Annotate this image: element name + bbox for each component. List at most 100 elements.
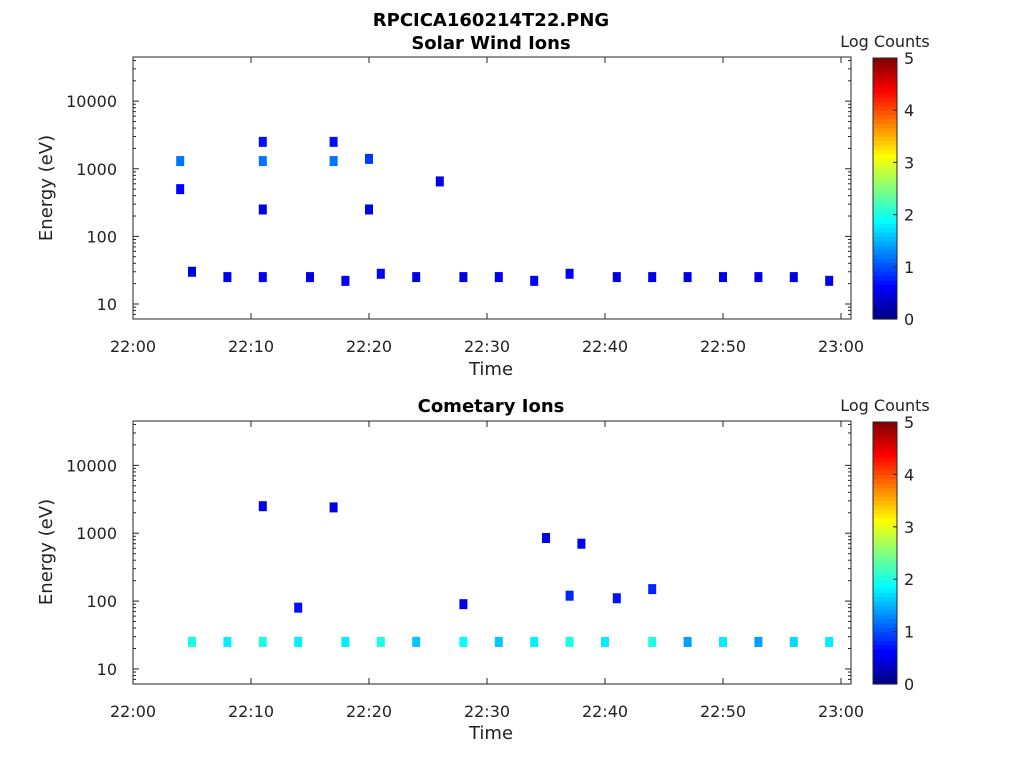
colorbar-segment (873, 149, 897, 155)
colorbar-segment (873, 605, 897, 611)
colorbar-tick-label: 3 (904, 518, 914, 537)
colorbar-segment (873, 522, 897, 528)
colorbar-tick-label: 2 (904, 206, 914, 225)
colorbar-segment (873, 443, 897, 449)
colorbar-segment (873, 430, 897, 436)
heatmap-cell (258, 501, 267, 512)
heatmap-cell (329, 156, 338, 167)
colorbar-segment (873, 426, 897, 432)
colorbar-segment (873, 483, 897, 489)
heatmap-cell (412, 272, 421, 283)
colorbar-segment (873, 544, 897, 550)
heatmap-cell (341, 636, 350, 647)
colorbar-segment (873, 201, 897, 207)
heatmap-cell (825, 275, 834, 286)
colorbar-segment (873, 596, 897, 602)
heatmap-cell (376, 268, 385, 279)
y-tick-label: 1000 (76, 160, 117, 179)
heatmap-cell (789, 636, 798, 647)
y-tick-label: 100 (86, 227, 117, 246)
y-tick-label: 10 (97, 660, 117, 679)
colorbar-tick-label: 5 (904, 49, 914, 68)
colorbar-segment (873, 561, 897, 567)
y-tick-label: 1000 (76, 524, 117, 543)
colorbar-segment (873, 570, 897, 576)
colorbar-segment (873, 97, 897, 103)
heatmap-cell (176, 156, 185, 167)
colorbar-segment (873, 123, 897, 129)
colorbar-label-cometary: Log Counts (840, 396, 930, 415)
colorbar-tick-label: 0 (904, 310, 914, 329)
heatmap-cell (188, 636, 196, 647)
colorbar-segment (873, 249, 897, 255)
colorbar-segment (873, 574, 897, 580)
heatmap-cell (223, 272, 232, 283)
colorbar-segment (873, 487, 897, 493)
x-axis-cometary: 22:00 22:10 22:20 22:30 22:40 22:50 23:00 (110, 421, 864, 721)
colorbar-segment (873, 205, 897, 211)
colorbar-segment (873, 601, 897, 606)
colorbar-tick-label: 0 (904, 675, 914, 694)
heatmap-cell (258, 204, 267, 215)
colorbar-segment (873, 232, 897, 237)
colorbar-segment (873, 644, 897, 650)
colorbar-segment (873, 662, 897, 668)
heatmap-cell (435, 176, 444, 187)
colorbar-segment (873, 583, 897, 589)
colorbar-segment (873, 627, 897, 633)
colorbar-segment (873, 223, 897, 229)
colorbar-segment (873, 214, 897, 220)
colorbar-segment (873, 262, 897, 268)
colorbar-segment (873, 179, 897, 185)
x-tick-label: 22:40 (582, 337, 628, 356)
colorbar-segment (873, 166, 897, 172)
colorbar-segment (873, 136, 897, 142)
colorbar-label-solar-wind: Log Counts (840, 32, 930, 51)
heatmap-cell (577, 538, 586, 549)
colorbar-segment (873, 110, 897, 116)
heatmap-cell (825, 636, 834, 647)
colorbar-segment (873, 88, 897, 94)
colorbar-segment (873, 557, 897, 563)
heatmap-cell (530, 636, 539, 647)
colorbar-segment (873, 188, 897, 194)
cells-solar-wind (176, 136, 834, 286)
heatmap-cell (459, 272, 468, 283)
colorbar-segment (873, 305, 897, 311)
x-tick-label: 22:10 (228, 702, 274, 721)
colorbar-segment (873, 218, 897, 224)
heatmap-cell (258, 636, 267, 647)
colorbar-tick-label: 3 (904, 153, 914, 172)
heatmap-cell (329, 136, 338, 147)
colorbar-segment (873, 465, 897, 471)
heatmap-cell (294, 636, 303, 647)
plot-frame-solar-wind (132, 56, 852, 320)
x-axis-solar-wind: 22:00 22:10 22:20 22:30 22:40 22:50 23:00 (110, 57, 864, 356)
heatmap-cell (294, 602, 303, 613)
figure-title: RPCICA160214T22.PNG (373, 10, 609, 31)
colorbar-segment (873, 301, 897, 307)
y-axis-label-cometary: Energy (eV) (36, 499, 57, 605)
colorbar-segment (873, 192, 897, 198)
x-tick-label: 22:20 (346, 337, 392, 356)
colorbar-segment (873, 210, 897, 216)
x-tick-label: 23:00 (818, 702, 864, 721)
colorbar-segment (873, 175, 897, 181)
colorbar-segment (873, 587, 897, 593)
colorbar-segment (873, 288, 897, 294)
colorbar-segment (873, 162, 897, 168)
colorbar-segment (873, 631, 897, 637)
x-tick-label: 22:20 (346, 702, 392, 721)
colorbar-segment (873, 435, 897, 441)
y-tick-label: 10000 (66, 456, 117, 475)
heatmap-cell (365, 204, 373, 215)
plot-frame-cometary (132, 420, 852, 685)
x-tick-label: 22:10 (228, 337, 274, 356)
colorbar-segment (873, 127, 897, 133)
colorbar-segment (873, 240, 897, 246)
colorbar-frame (872, 57, 898, 320)
heatmap-cell (565, 590, 574, 601)
heatmap-cell (648, 584, 657, 595)
